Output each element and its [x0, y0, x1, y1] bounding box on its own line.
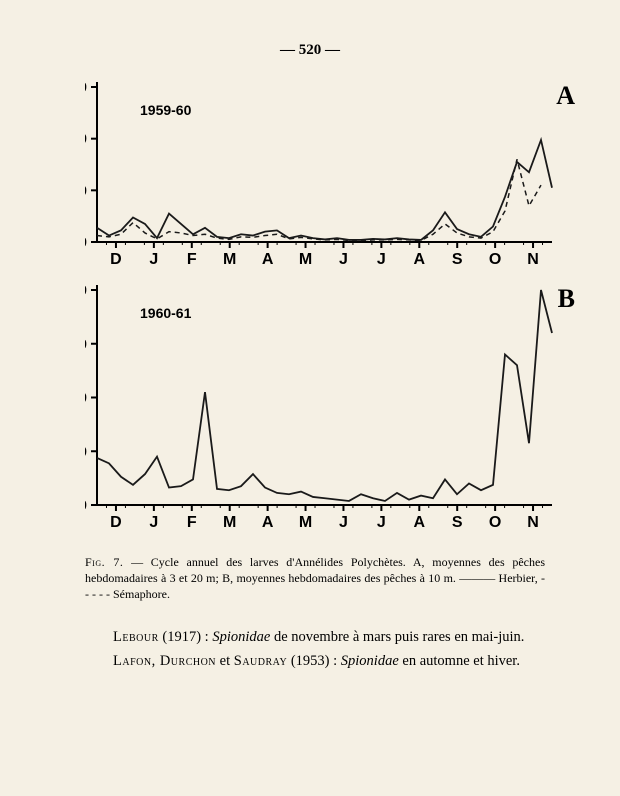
svg-text:M: M [299, 251, 312, 268]
svg-text:O: O [489, 514, 501, 531]
svg-text:400: 400 [85, 390, 87, 407]
svg-text:J: J [377, 251, 386, 268]
svg-text:200: 200 [85, 182, 87, 199]
chart-a-year-label: 1959-60 [140, 102, 191, 118]
svg-text:J: J [149, 251, 158, 268]
svg-text:A: A [262, 514, 274, 531]
caption-text: — Cycle annuel des larves d'Annélides Po… [85, 555, 545, 601]
page-number: — 520 — [0, 0, 620, 59]
caption-fig-label: Fig. 7. [85, 555, 123, 569]
svg-text:D: D [110, 514, 122, 531]
chart-b-year-label: 1960-61 [140, 305, 191, 321]
p2-year: (1953) : [287, 653, 341, 669]
p2-author3: Saudray [234, 653, 287, 669]
svg-text:600: 600 [85, 79, 87, 96]
svg-text:J: J [377, 514, 386, 531]
svg-text:J: J [149, 514, 158, 531]
svg-text:M: M [299, 514, 312, 531]
svg-text:J: J [339, 514, 348, 531]
body-p2: Lafon, Durchon et Saudray (1953) : Spion… [85, 651, 550, 671]
svg-text:A: A [262, 251, 274, 268]
chart-b-panel-letter: B [558, 284, 575, 314]
svg-text:N: N [527, 514, 539, 531]
body-p1: Lebour (1917) : Spionidae de novembre à … [85, 627, 550, 647]
svg-text:S: S [452, 251, 463, 268]
p2-authors: Lafon, Durchon [113, 653, 216, 669]
svg-text:0: 0 [85, 497, 87, 514]
svg-text:400: 400 [85, 131, 87, 148]
svg-text:S: S [452, 514, 463, 531]
svg-text:M: M [223, 251, 236, 268]
chart-b-container: 0 200 400 600 800 D J F M A M J J A S O N 1960-61 B [85, 280, 620, 540]
chart-a-container: 0 200 400 600 D J F M A M J J A S O N 1959-60 A [85, 77, 620, 272]
p1-italic: Spionidae [212, 629, 270, 645]
p1-rest: de novembre à mars puis rares en mai-jui… [270, 629, 524, 645]
svg-text:D: D [110, 251, 122, 268]
svg-text:200: 200 [85, 443, 87, 460]
p1-author: Lebour [113, 629, 159, 645]
body-text: Lebour (1917) : Spionidae de novembre à … [85, 627, 550, 672]
figure-caption: Fig. 7. — Cycle annuel des larves d'Anné… [85, 554, 545, 603]
svg-text:A: A [414, 514, 426, 531]
p1-year: (1917) : [159, 629, 213, 645]
svg-text:800: 800 [85, 282, 87, 299]
svg-text:A: A [414, 251, 426, 268]
p2-italic: Spionidae [341, 653, 399, 669]
svg-text:F: F [187, 251, 197, 268]
svg-text:F: F [187, 514, 197, 531]
svg-text:N: N [527, 251, 539, 268]
svg-text:0: 0 [85, 234, 87, 251]
svg-text:J: J [339, 251, 348, 268]
svg-text:M: M [223, 514, 236, 531]
chart-a-panel-letter: A [556, 81, 575, 111]
svg-text:600: 600 [85, 336, 87, 353]
svg-text:O: O [489, 251, 501, 268]
p2-rest: en automne et hiver. [399, 653, 520, 669]
p2-et: et [216, 653, 234, 669]
